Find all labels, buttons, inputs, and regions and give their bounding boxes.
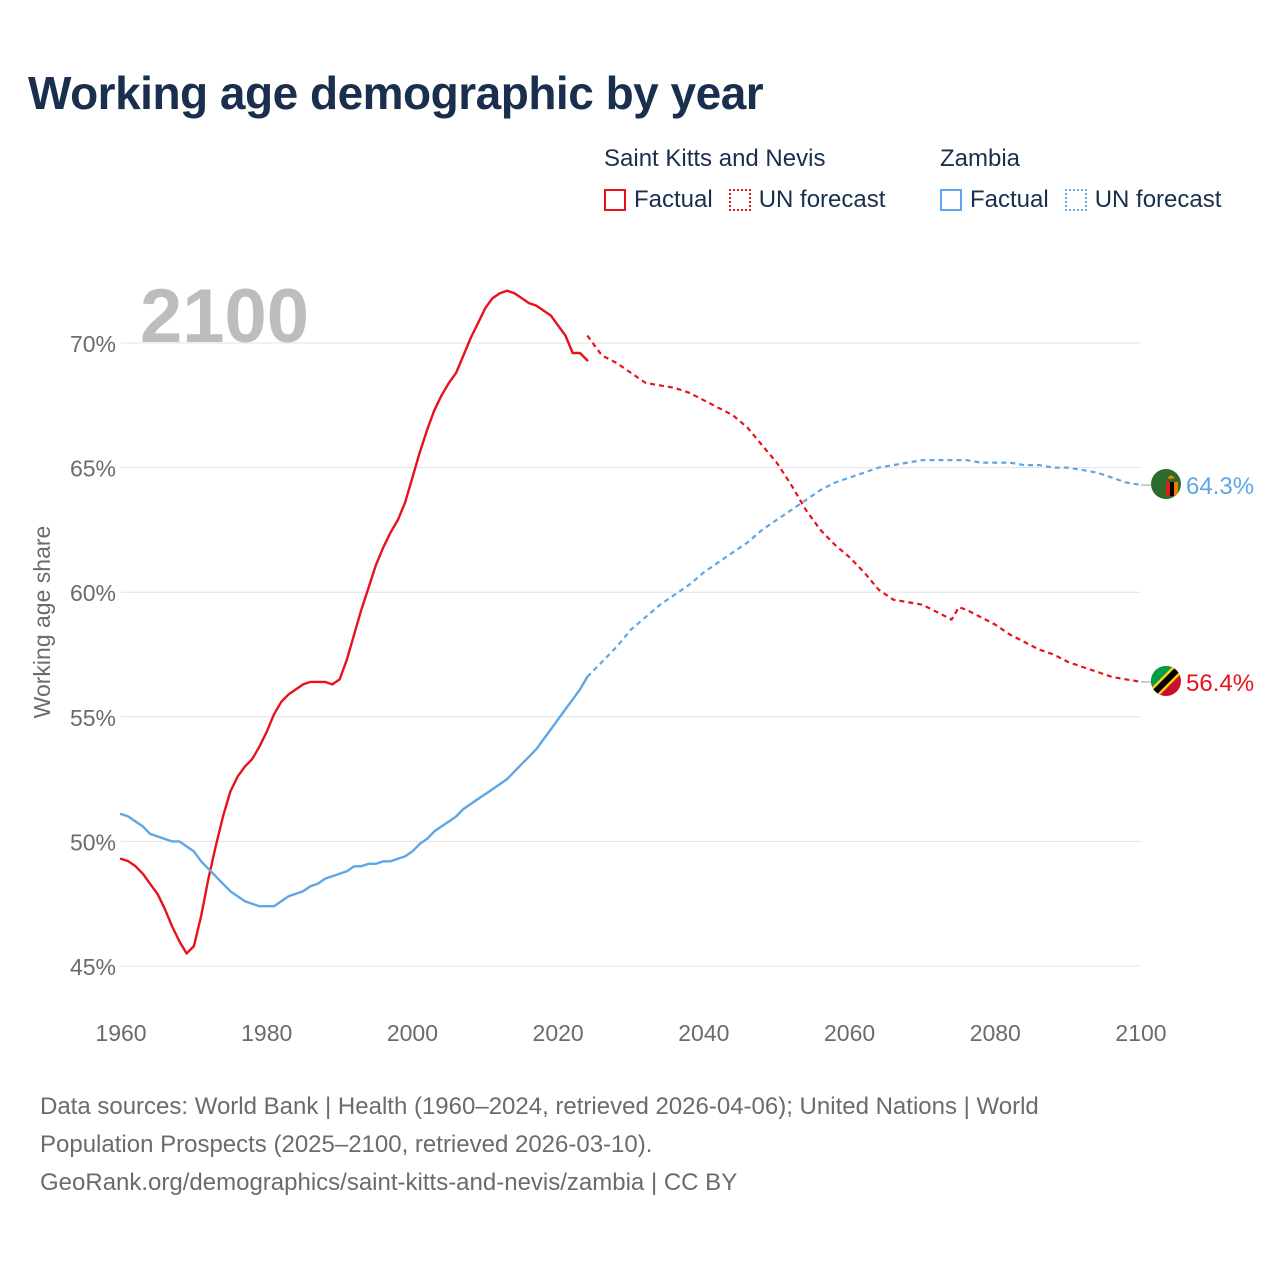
sources-line-3[interactable]: GeoRank.org/demographics/saint-kitts-and… (40, 1169, 738, 1196)
legend-label: Factual (970, 186, 1049, 213)
legend-group-zambia: Zambia Factual UN forecast (940, 144, 1221, 214)
y-tick-label: 50% (70, 829, 116, 855)
saint-kitts-and-nevis-end-label: 56.4% (1186, 670, 1254, 697)
data-sources: Data sources: World Bank | Health (1960–… (40, 1088, 1240, 1202)
saint-kitts-and-nevis-forecast-line (586, 334, 1142, 683)
legend-item-zambia-forecast[interactable]: UN forecast (1064, 186, 1222, 214)
saint-kitts-and-nevis-factual-line (119, 289, 589, 955)
x-tick-label: 2080 (970, 1020, 1021, 1046)
x-tick-label: 1980 (241, 1020, 292, 1046)
legend-item-zambia-factual[interactable]: Factual (940, 186, 1049, 214)
zambia-factual-line (119, 675, 589, 908)
legend-group-saint-kitts-and-nevis: Saint Kitts and Nevis Factual UN forecas… (604, 144, 885, 214)
legend-swatch-dotted (728, 189, 751, 211)
x-tick-label: 1960 (95, 1020, 146, 1046)
sources-line-2: Population Prospects (2025–2100, retriev… (40, 1131, 653, 1158)
legend-label: Factual (634, 186, 713, 213)
x-tick-label: 2000 (387, 1020, 438, 1046)
year-watermark: 2100 (140, 274, 309, 359)
x-tick-label: 2060 (824, 1020, 875, 1046)
legend-swatch-dotted (1064, 189, 1087, 211)
y-tick-label: 45% (70, 954, 116, 980)
zambia-end-label: 64.3% (1186, 473, 1254, 500)
legend-label: UN forecast (758, 186, 886, 213)
zambia-forecast-line (586, 459, 1142, 678)
grid (121, 342, 1141, 967)
y-tick-label: 65% (70, 456, 116, 482)
legend-swatch-solid (940, 189, 962, 211)
zambia-flag (1151, 469, 1181, 499)
legend-swatch-solid (604, 189, 626, 211)
x-tick-label: 2020 (533, 1020, 584, 1046)
y-tick-label: 60% (70, 580, 116, 606)
saint-kitts-and-nevis-flag (1151, 666, 1181, 696)
axes: 45% 50% 55% 60% 65% 70% 1960 1980 2000 2020 2040 20… (29, 331, 1167, 1046)
series (119, 289, 1142, 955)
y-tick-label: 55% (70, 705, 116, 731)
x-tick-label: 2040 (678, 1020, 729, 1046)
legend-item-skn-forecast[interactable]: UN forecast (728, 186, 886, 214)
x-tick-label: 2100 (1115, 1020, 1166, 1046)
line-chart: 2100 45% 50% 55% 60% 65% 70% 1960 1980 2000 2020 2… (29, 274, 1254, 1046)
end-markers: 56.4% 64.3% (1141, 469, 1254, 697)
legend-group-name: Saint Kitts and Nevis (604, 145, 826, 172)
legend-item-skn-factual[interactable]: Factual (604, 186, 713, 214)
y-axis-label: Working age share (29, 526, 55, 719)
legend-group-name: Zambia (940, 145, 1021, 172)
legend-label: UN forecast (1094, 186, 1222, 213)
page-title: Working age demographic by year (28, 67, 764, 119)
sources-line-1: Data sources: World Bank | Health (1960–… (40, 1093, 1039, 1120)
y-tick-label: 70% (70, 331, 116, 357)
